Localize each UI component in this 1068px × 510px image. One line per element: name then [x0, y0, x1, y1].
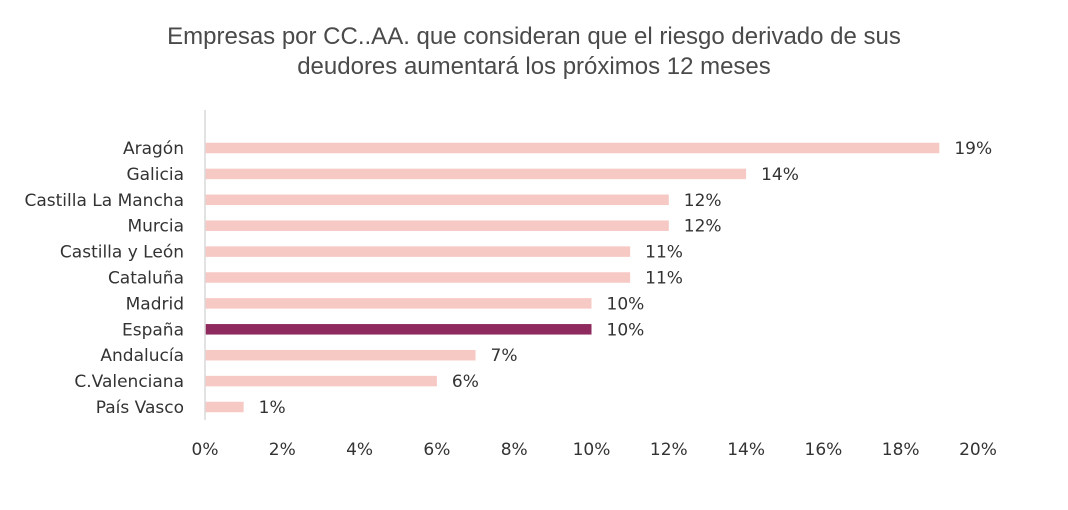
value-label-8: 7% — [491, 346, 518, 366]
value-label-1: 14% — [761, 165, 799, 185]
value-label-3: 12% — [684, 217, 722, 237]
x-tick-label-4: 8% — [501, 440, 528, 460]
value-label-7: 10% — [607, 320, 645, 340]
x-tick-label-8: 16% — [805, 440, 843, 460]
category-label-7: España — [122, 320, 184, 340]
category-label-5: Cataluña — [108, 269, 184, 289]
chart-title: Empresas por CC..AA. que consideran que … — [0, 22, 1068, 82]
x-tick-label-1: 2% — [269, 440, 296, 460]
x-tick-label-3: 6% — [423, 440, 450, 460]
chart-title-line-1: Empresas por CC..AA. que consideran que … — [167, 23, 901, 50]
x-tick-label-9: 18% — [882, 440, 920, 460]
bar-0 — [205, 142, 940, 154]
value-label-9: 6% — [452, 372, 479, 392]
x-tick-label-7: 14% — [727, 440, 765, 460]
value-label-4: 11% — [645, 243, 683, 263]
category-label-10: País Vasco — [96, 398, 184, 418]
value-label-5: 11% — [645, 269, 683, 289]
category-label-4: Castilla y León — [60, 243, 184, 263]
bar-8 — [205, 349, 476, 361]
bar-3 — [205, 220, 669, 231]
bar-9 — [205, 375, 437, 387]
bar-1 — [205, 168, 747, 180]
category-label-6: Madrid — [126, 294, 184, 314]
x-tick-label-2: 4% — [346, 440, 373, 460]
value-label-6: 10% — [607, 294, 645, 314]
category-label-0: Aragón — [123, 139, 184, 159]
x-tick-label-0: 0% — [192, 440, 219, 460]
category-label-9: C.Valenciana — [74, 372, 184, 392]
bars-layer: Aragón 19% Galicia 14% Castilla La Mancha 12%… — [25, 139, 993, 418]
value-label-10: 1% — [259, 398, 286, 418]
x-tick-label-5: 10% — [573, 440, 611, 460]
x-tick-label-10: 20% — [959, 440, 997, 460]
bar-10 — [205, 401, 244, 413]
bar-4 — [205, 246, 631, 257]
category-label-1: Galicia — [126, 165, 184, 185]
bar-2 — [205, 194, 669, 206]
bar-7 — [205, 324, 592, 335]
x-tick-label-6: 12% — [650, 440, 688, 460]
bar-6 — [205, 298, 592, 309]
value-label-0: 19% — [954, 139, 992, 159]
value-label-2: 12% — [684, 191, 722, 211]
category-label-2: Castilla La Mancha — [25, 191, 185, 211]
x-axis-ticks: 0% 2% 4% 6% 8% 10% 12% 14% 16% 18% 20% — [192, 440, 997, 460]
bar-5 — [205, 272, 631, 283]
category-label-8: Andalucía — [100, 346, 184, 366]
chart-title-line-2: deudores aumentará los próximos 12 meses — [297, 53, 771, 80]
category-label-3: Murcia — [127, 217, 184, 237]
